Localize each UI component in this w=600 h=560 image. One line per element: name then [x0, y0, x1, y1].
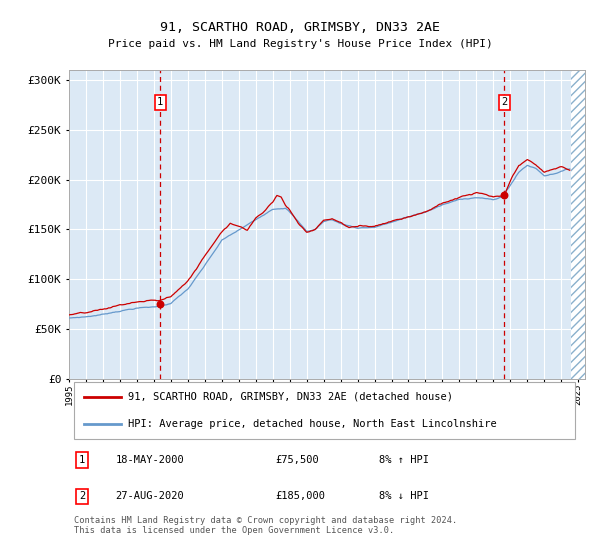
Text: 91, SCARTHO ROAD, GRIMSBY, DN33 2AE (detached house): 91, SCARTHO ROAD, GRIMSBY, DN33 2AE (det…	[128, 391, 454, 402]
Text: £185,000: £185,000	[275, 491, 325, 501]
Text: HPI: Average price, detached house, North East Lincolnshire: HPI: Average price, detached house, Nort…	[128, 419, 497, 429]
Point	[500, 190, 509, 199]
Text: Price paid vs. HM Land Registry's House Price Index (HPI): Price paid vs. HM Land Registry's House …	[107, 39, 493, 49]
FancyBboxPatch shape	[74, 381, 575, 439]
Text: 18-MAY-2000: 18-MAY-2000	[115, 455, 184, 465]
Point	[155, 299, 165, 308]
Text: 27-AUG-2020: 27-AUG-2020	[115, 491, 184, 501]
Text: 8% ↓ HPI: 8% ↓ HPI	[379, 491, 428, 501]
Text: 8% ↑ HPI: 8% ↑ HPI	[379, 455, 428, 465]
Text: 2: 2	[79, 491, 85, 501]
Bar	[571, 70, 587, 379]
Text: 1: 1	[79, 455, 85, 465]
Text: 1: 1	[157, 97, 163, 108]
Text: 2: 2	[501, 97, 508, 108]
Text: £75,500: £75,500	[275, 455, 319, 465]
Text: 91, SCARTHO ROAD, GRIMSBY, DN33 2AE: 91, SCARTHO ROAD, GRIMSBY, DN33 2AE	[160, 21, 440, 34]
Text: Contains HM Land Registry data © Crown copyright and database right 2024.
This d: Contains HM Land Registry data © Crown c…	[74, 516, 457, 535]
